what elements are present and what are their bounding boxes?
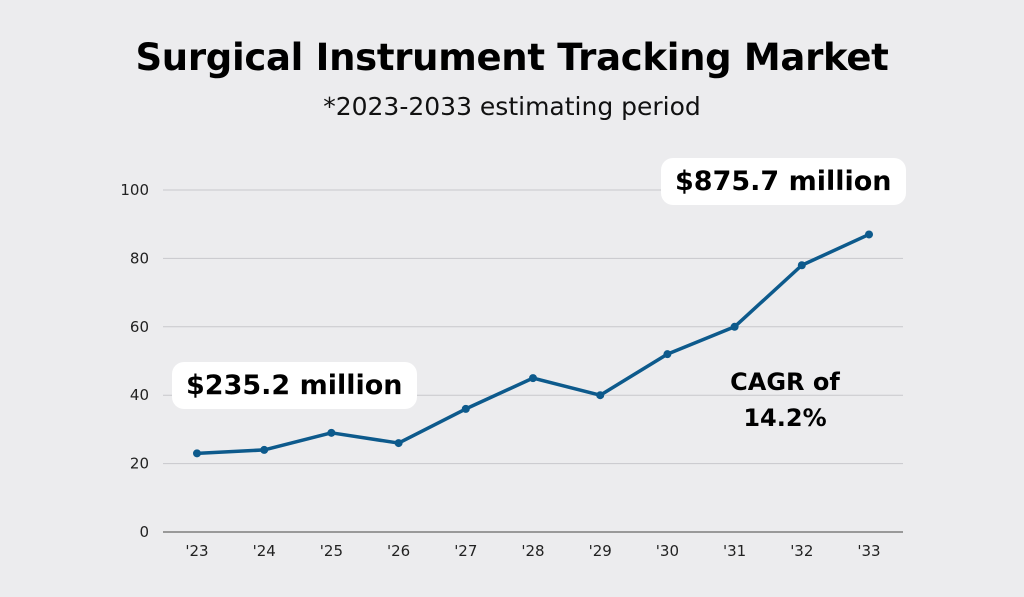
x-tick-label: '29 bbox=[589, 542, 612, 560]
x-tick-label: '27 bbox=[454, 542, 477, 560]
chart-title: Surgical Instrument Tracking Market bbox=[135, 36, 889, 79]
chart-subtitle: *2023-2033 estimating period bbox=[323, 92, 701, 121]
x-tick-label: '25 bbox=[320, 542, 343, 560]
x-tick-label: '30 bbox=[656, 542, 679, 560]
data-point bbox=[260, 445, 269, 454]
start-value-callout: $235.2 million bbox=[172, 362, 417, 409]
x-tick-label: '28 bbox=[521, 542, 544, 560]
cagr-label: CAGR of bbox=[730, 368, 840, 396]
data-point bbox=[663, 350, 672, 359]
end-value-callout: $875.7 million bbox=[661, 158, 906, 205]
x-tick-label: '26 bbox=[387, 542, 410, 560]
data-point bbox=[193, 449, 201, 458]
y-tick-label: 100 bbox=[120, 181, 149, 199]
data-point bbox=[730, 322, 739, 331]
data-point bbox=[797, 261, 806, 270]
x-tick-label: '23 bbox=[185, 542, 208, 560]
y-tick-label: 60 bbox=[130, 318, 149, 336]
data-point bbox=[865, 230, 873, 239]
data-point bbox=[596, 391, 605, 400]
y-tick-label: 0 bbox=[139, 523, 149, 541]
data-point bbox=[461, 404, 470, 413]
x-tick-label: '31 bbox=[723, 542, 746, 560]
x-tick-label: '33 bbox=[857, 542, 880, 560]
x-tick-label: '24 bbox=[253, 542, 276, 560]
data-point bbox=[394, 439, 403, 448]
cagr-value: 14.2% bbox=[743, 404, 827, 432]
data-point bbox=[327, 428, 336, 437]
y-tick-label: 80 bbox=[130, 249, 149, 267]
data-point bbox=[529, 374, 537, 383]
cagr-annotation: CAGR of 14.2% bbox=[700, 364, 870, 436]
x-tick-label: '32 bbox=[790, 542, 813, 560]
y-tick-label: 40 bbox=[130, 386, 149, 404]
y-tick-label: 20 bbox=[130, 455, 149, 473]
